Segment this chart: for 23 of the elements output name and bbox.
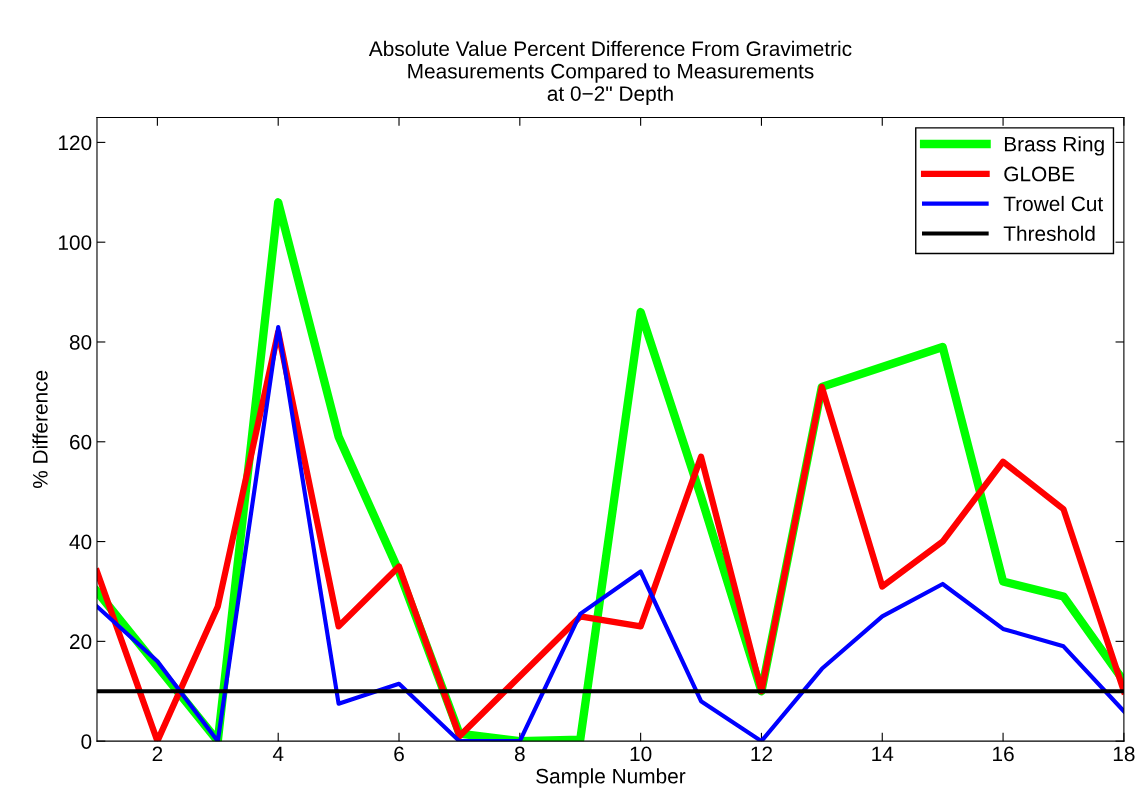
x-tick-label: 6 bbox=[394, 746, 404, 762]
y-tick-label: 40 bbox=[69, 534, 92, 550]
y-tick-label: 20 bbox=[70, 634, 92, 650]
x-tick-label: 8 bbox=[514, 746, 525, 762]
y-tick-label: 0 bbox=[81, 734, 92, 749]
x-tick-label: 2 bbox=[152, 746, 163, 762]
legend-label: Brass Ring bbox=[1004, 136, 1104, 156]
y-tick-label: 120 bbox=[58, 135, 92, 151]
y-tick-label: 80 bbox=[69, 334, 92, 350]
x-tick-label: 10 bbox=[630, 746, 652, 762]
x-tick-label: 18 bbox=[1113, 746, 1135, 762]
legend-label: Trowel Cut bbox=[1003, 195, 1104, 212]
y-tick-label: 60 bbox=[70, 434, 92, 450]
chart-title: Absolute Value Percent Difference From Gravimetric Measurements Compared to Measurements at 0−2" Depth bbox=[368, 40, 852, 106]
x-tick-label: 14 bbox=[872, 746, 894, 762]
x-tick-label: 4 bbox=[272, 746, 284, 762]
y-tick-label: 100 bbox=[58, 235, 92, 250]
legend-label: Threshold bbox=[1003, 225, 1095, 242]
x-axis-title: Sample Number bbox=[536, 768, 686, 788]
x-tick-label: 12 bbox=[751, 746, 772, 762]
legend-label: GLOBE bbox=[1004, 166, 1075, 182]
y-axis-title: % Difference bbox=[32, 370, 48, 488]
x-tick-label: 16 bbox=[993, 746, 1014, 762]
